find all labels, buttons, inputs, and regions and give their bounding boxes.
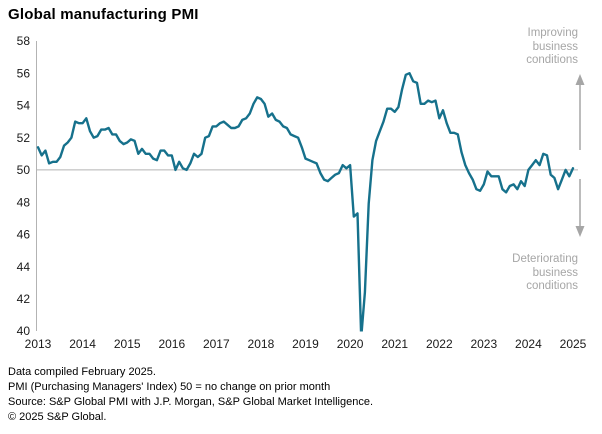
y-tick-label: 42 [17, 292, 31, 306]
footnote-source: Source: S&P Global PMI with J.P. Morgan,… [8, 396, 374, 408]
footnote-pmi-definition: PMI (Purchasing Managers' Index) 50 = no… [8, 381, 331, 393]
x-tick-label: 2014 [69, 337, 96, 351]
footnotes: Data compiled February 2025. PMI (Purcha… [8, 365, 568, 425]
y-tick-label: 48 [17, 195, 31, 209]
y-tick-label: 56 [17, 66, 31, 80]
y-tick-label: 46 [17, 228, 31, 242]
x-tick-label: 2020 [337, 337, 364, 351]
annotation-improving-conditions: Improving business conditions [526, 27, 578, 66]
y-axis-labels: 40 42 44 46 48 50 52 54 56 58 [17, 34, 31, 338]
deteriorating-arrow-icon [575, 179, 585, 237]
footnote-compiled: Data compiled February 2025. [8, 366, 156, 378]
x-tick-label: 2023 [470, 337, 497, 351]
chart-title: Global manufacturing PMI [8, 6, 199, 23]
x-tick-label: 2016 [158, 337, 185, 351]
x-axis-labels: 2013 2014 2015 2016 2017 2018 2019 2020 2021 2022… [25, 337, 587, 351]
footnote-copyright: © 2025 S&P Global. [8, 411, 107, 423]
y-tick-label: 52 [17, 131, 31, 145]
y-tick-label: 58 [17, 34, 31, 48]
x-tick-label: 2017 [203, 337, 230, 351]
annotation-deteriorating-conditions: Deteriorating business conditions [512, 253, 578, 292]
y-tick-label: 40 [17, 324, 31, 338]
x-tick-label: 2021 [381, 337, 408, 351]
pmi-data-line [36, 72, 575, 332]
y-tick-label: 50 [17, 163, 31, 177]
x-tick-label: 2013 [25, 337, 52, 351]
x-tick-label: 2025 [560, 337, 587, 351]
x-tick-label: 2024 [515, 337, 542, 351]
x-tick-label: 2019 [292, 337, 319, 351]
y-tick-label: 44 [17, 260, 31, 274]
improving-arrow-icon [575, 74, 585, 150]
x-tick-label: 2015 [114, 337, 141, 351]
y-tick-label: 54 [17, 99, 31, 113]
x-tick-label: 2018 [248, 337, 275, 351]
x-tick-label: 2022 [426, 337, 453, 351]
